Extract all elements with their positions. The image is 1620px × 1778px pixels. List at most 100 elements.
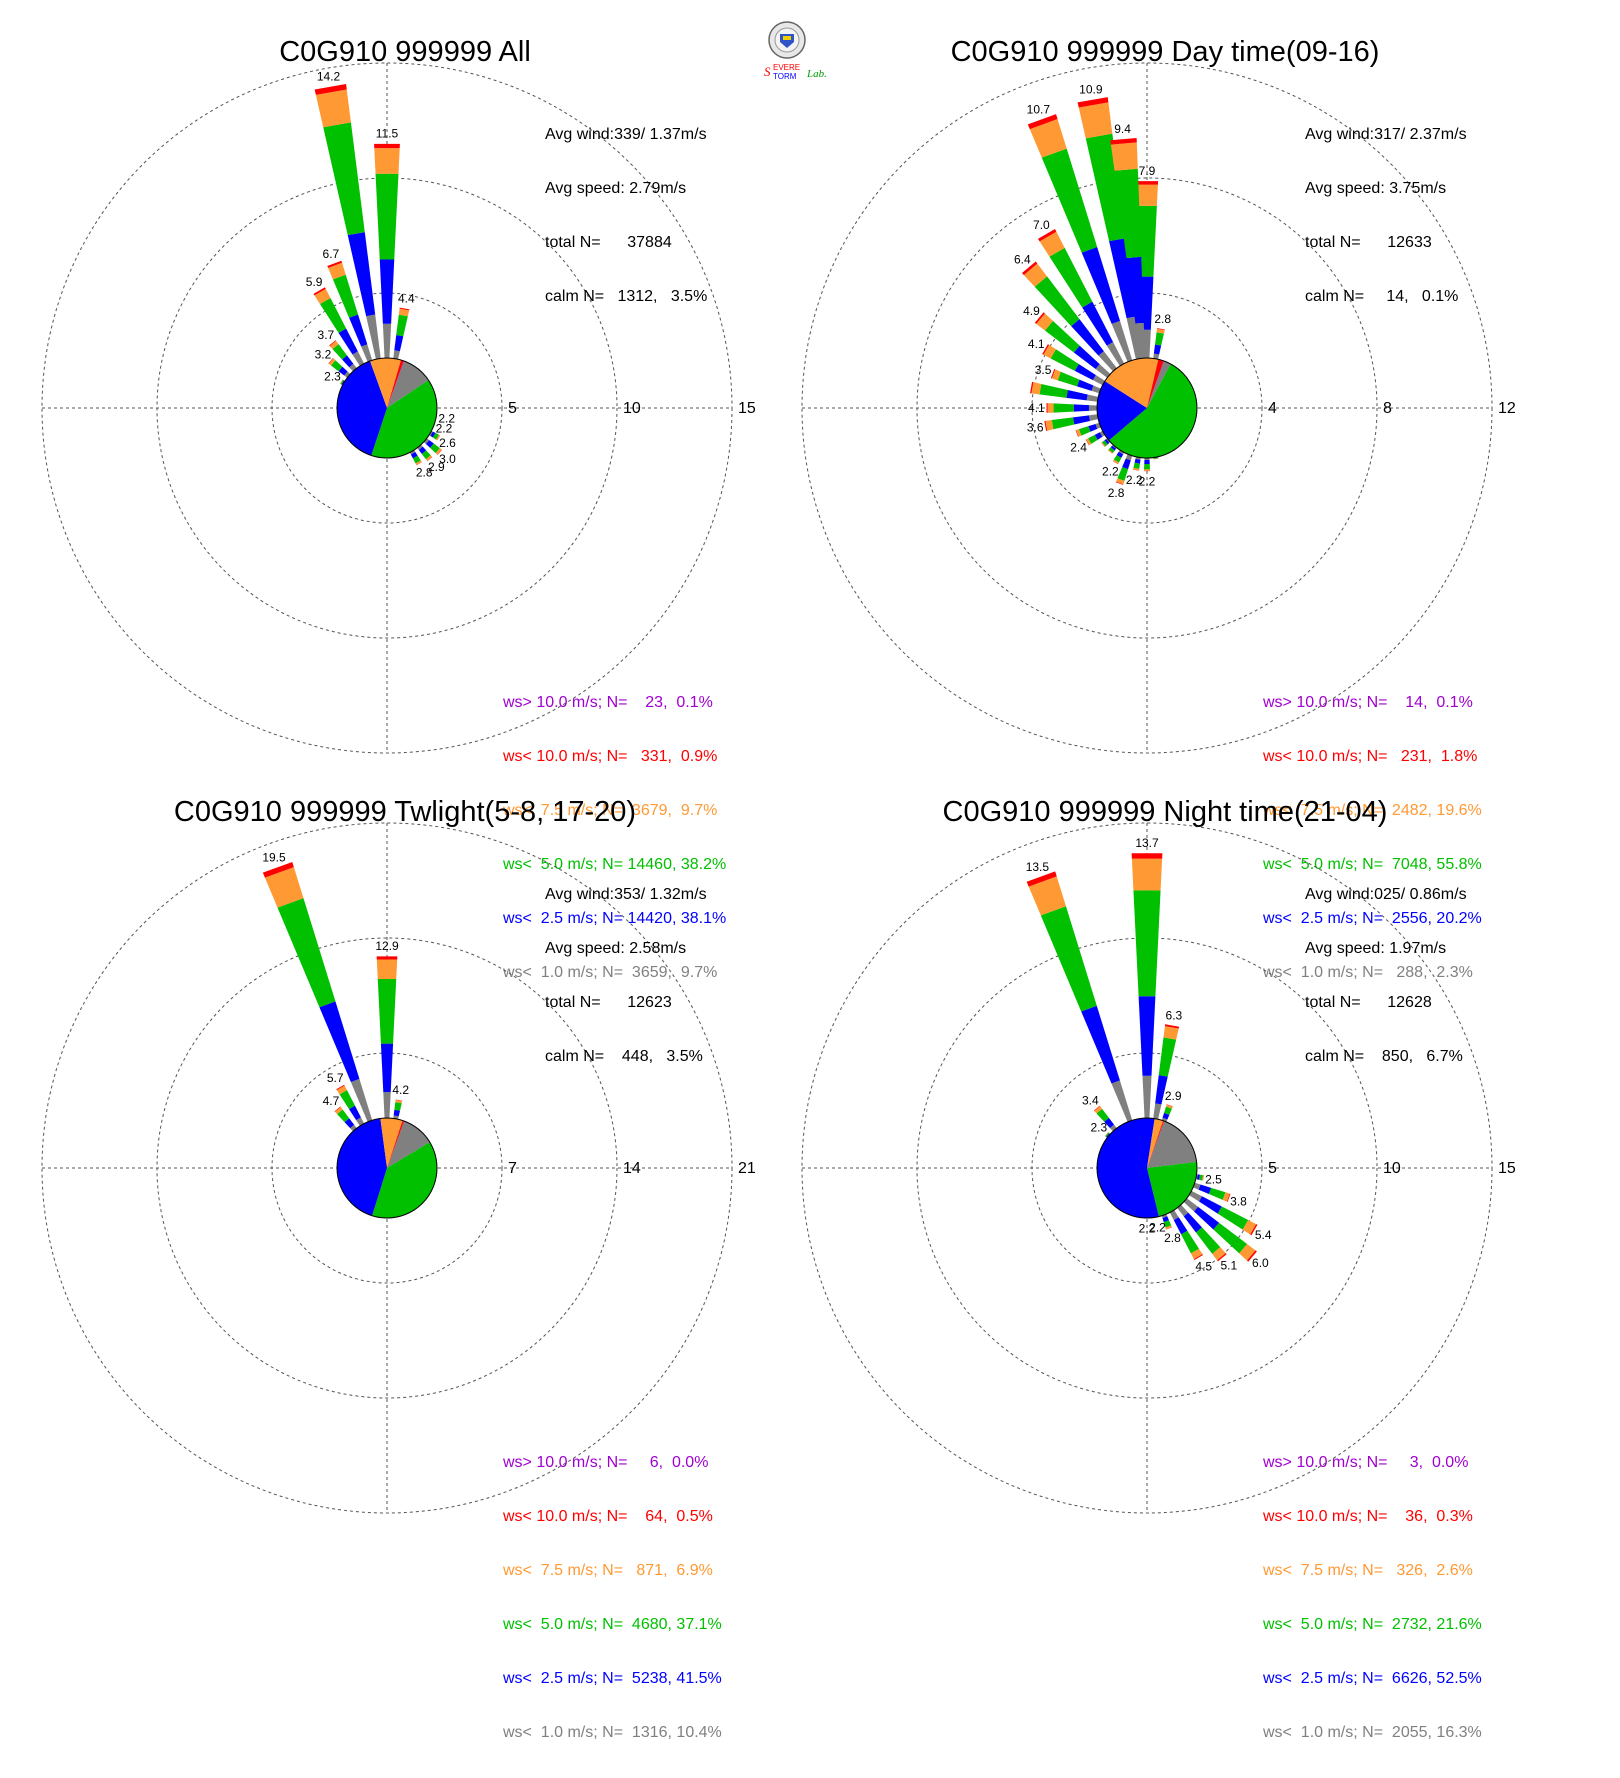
bar-value-label: 11.5 bbox=[376, 127, 399, 141]
bar-value-label: 4.5 bbox=[1195, 1259, 1212, 1273]
bar-segment bbox=[316, 89, 351, 127]
direction-bar bbox=[263, 862, 372, 1122]
bar-value-label: 2.8 bbox=[416, 465, 433, 479]
panel-title: C0G910 999999 Twlight(5-8, 17-20) bbox=[0, 796, 810, 829]
legend-entry-lt25: ws< 2.5 m/s; N= 5238, 41.5% bbox=[503, 1670, 722, 1688]
bar-segment bbox=[377, 956, 398, 959]
bar-segment bbox=[352, 351, 364, 366]
speed-legend: ws> 10.0 m/s; N= 3, 0.0% ws< 10.0 m/s; N… bbox=[1263, 1418, 1482, 1778]
bar-value-label: 2.8 bbox=[1154, 312, 1171, 326]
direction-bar bbox=[1046, 403, 1097, 413]
bar-value-label: 2.4 bbox=[1070, 441, 1087, 455]
bar-segment bbox=[383, 1092, 390, 1118]
bar-segment bbox=[394, 1102, 401, 1111]
bar-value-label: 2.6 bbox=[439, 436, 456, 450]
stats-block: Avg wind:317/ 2.37m/s Avg speed: 3.75m/s… bbox=[1305, 90, 1467, 342]
avg-wind-text: Avg wind:317/ 2.37m/s bbox=[1305, 126, 1467, 144]
bar-segment bbox=[394, 335, 403, 351]
bar-value-label: 3.7 bbox=[318, 328, 335, 342]
bar-segment bbox=[1077, 380, 1093, 391]
ring-label: 10 bbox=[623, 400, 641, 417]
bar-value-label: 4.2 bbox=[392, 1083, 409, 1097]
bar-segment bbox=[383, 324, 391, 358]
direction-bar bbox=[1113, 450, 1124, 464]
direction-bar bbox=[1132, 853, 1163, 1118]
bar-value-label: 9.4 bbox=[1114, 122, 1131, 136]
stats-block: Avg wind:353/ 1.32m/s Avg speed: 2.58m/s… bbox=[545, 850, 707, 1102]
bar-value-label: 4.1 bbox=[1028, 337, 1045, 351]
bar-segment bbox=[1087, 395, 1099, 402]
total-n-text: total N= 12633 bbox=[1305, 234, 1467, 252]
bar-value-label: 3.5 bbox=[1035, 363, 1052, 377]
bar-value-label: 2.2 bbox=[436, 422, 453, 436]
ring-label: 10 bbox=[1383, 1160, 1401, 1177]
total-n-text: total N= 12623 bbox=[545, 994, 707, 1012]
avg-wind-text: Avg wind:353/ 1.32m/s bbox=[545, 886, 707, 904]
bar-value-label: 6.4 bbox=[1014, 252, 1031, 266]
bar-value-label: 3.8 bbox=[1230, 1194, 1247, 1208]
bar-value-label: 4.4 bbox=[398, 291, 415, 305]
ring-label: 5 bbox=[1268, 1160, 1277, 1177]
bar-segment bbox=[1111, 1080, 1132, 1121]
bar-segment bbox=[1139, 996, 1156, 1075]
ring-label: 7 bbox=[508, 1160, 517, 1177]
bar-segment bbox=[361, 344, 372, 362]
ring-label: 21 bbox=[738, 1160, 756, 1177]
bar-segment bbox=[1058, 372, 1080, 387]
bar-value-label: 5.7 bbox=[327, 1071, 344, 1085]
bar-segment bbox=[1142, 1076, 1151, 1118]
bar-segment bbox=[1159, 1037, 1176, 1076]
calm-n-text: calm N= 448, 3.5% bbox=[545, 1048, 707, 1066]
bar-segment bbox=[1111, 142, 1138, 170]
direction-bar bbox=[1162, 1104, 1173, 1122]
bar-value-label: 19.5 bbox=[262, 851, 286, 865]
ring-label: 5 bbox=[508, 400, 517, 417]
direction-bar bbox=[315, 84, 381, 359]
bar-value-label: 6.3 bbox=[1166, 1008, 1183, 1022]
speed-legend: ws> 10.0 m/s; N= 6, 0.0% ws< 10.0 m/s; N… bbox=[503, 1418, 722, 1778]
legend-entry-lt1: ws< 1.0 m/s; N= 2055, 16.3% bbox=[1263, 1724, 1482, 1742]
bar-segment bbox=[1073, 415, 1090, 424]
avg-wind-text: Avg wind:339/ 1.37m/s bbox=[545, 126, 707, 144]
bar-segment bbox=[1054, 403, 1074, 412]
bar-segment bbox=[319, 1001, 359, 1082]
bar-value-label: 2.5 bbox=[1205, 1173, 1222, 1187]
bar-segment bbox=[1081, 1006, 1120, 1084]
bar-value-label: 5.9 bbox=[306, 275, 323, 289]
bar-value-label: 13.7 bbox=[1135, 836, 1159, 850]
bar-segment bbox=[1089, 405, 1097, 411]
legend-entry-gt10: ws> 10.0 m/s; N= 23, 0.1% bbox=[503, 694, 726, 712]
avg-speed-text: Avg speed: 2.58m/s bbox=[545, 940, 707, 958]
bar-value-label: 3.2 bbox=[315, 347, 332, 361]
bar-segment bbox=[1046, 403, 1047, 413]
ring-label: 12 bbox=[1498, 400, 1516, 417]
bar-segment bbox=[381, 1044, 393, 1093]
legend-entry-gt10: ws> 10.0 m/s; N= 6, 0.0% bbox=[503, 1454, 722, 1472]
panel-title: C0G910 999999 Night time(21-04) bbox=[760, 796, 1570, 829]
bar-value-label: 2.3 bbox=[324, 370, 341, 384]
bar-segment bbox=[1041, 906, 1097, 1011]
ring-label: 15 bbox=[738, 400, 756, 417]
bar-value-label: 13.5 bbox=[1026, 860, 1050, 874]
bar-segment bbox=[378, 979, 396, 1044]
bar-segment bbox=[1079, 102, 1113, 138]
direction-bar bbox=[1196, 1174, 1204, 1180]
legend-entry-gt10: ws> 10.0 m/s; N= 14, 0.1% bbox=[1263, 694, 1482, 712]
bar-segment bbox=[1144, 469, 1150, 471]
calm-n-text: calm N= 1312, 3.5% bbox=[545, 288, 707, 306]
bar-segment bbox=[376, 174, 399, 260]
bar-value-label: 2.9 bbox=[1165, 1089, 1182, 1103]
bar-segment bbox=[380, 260, 395, 324]
ring-label: 4 bbox=[1268, 400, 1277, 417]
ring-label: 15 bbox=[1498, 1160, 1516, 1177]
bar-segment bbox=[1154, 344, 1161, 354]
direction-bar bbox=[1144, 458, 1150, 471]
legend-entry-gt10: ws> 10.0 m/s; N= 3, 0.0% bbox=[1263, 1454, 1482, 1472]
bar-segment bbox=[396, 315, 408, 337]
bar-segment bbox=[1066, 390, 1087, 400]
bar-value-label: 3.4 bbox=[1082, 1093, 1099, 1107]
